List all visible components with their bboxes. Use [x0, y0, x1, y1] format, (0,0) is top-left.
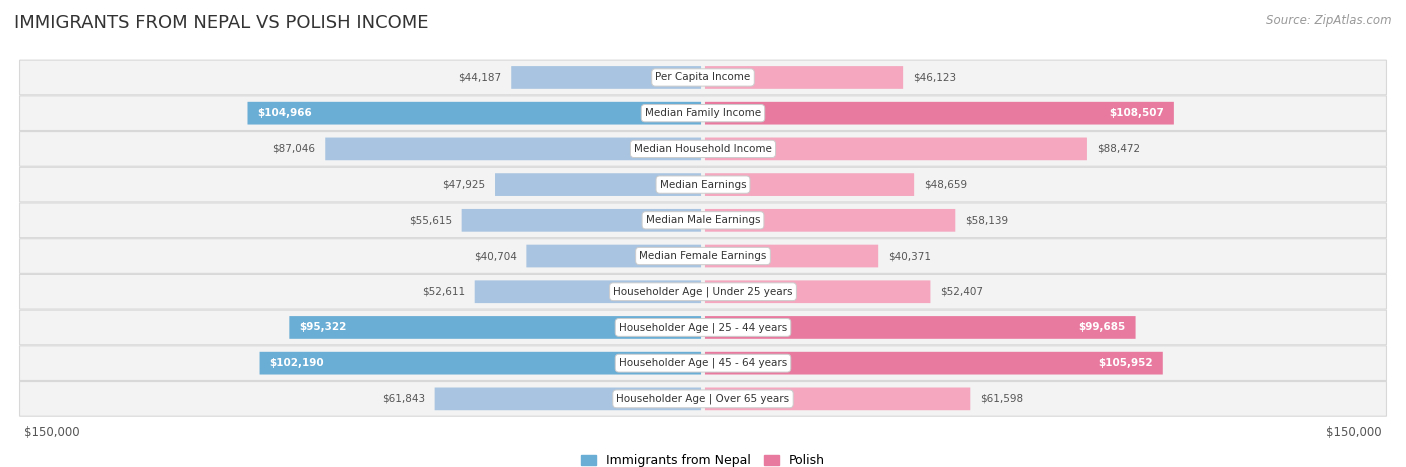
Text: $105,952: $105,952: [1098, 358, 1153, 368]
Text: Householder Age | 25 - 44 years: Householder Age | 25 - 44 years: [619, 322, 787, 333]
Legend: Immigrants from Nepal, Polish: Immigrants from Nepal, Polish: [576, 449, 830, 467]
Text: $102,190: $102,190: [270, 358, 323, 368]
Text: $52,407: $52,407: [941, 287, 983, 297]
FancyBboxPatch shape: [20, 310, 1386, 345]
FancyBboxPatch shape: [434, 388, 702, 410]
FancyBboxPatch shape: [704, 245, 879, 268]
FancyBboxPatch shape: [20, 275, 1386, 309]
Text: $108,507: $108,507: [1109, 108, 1164, 118]
Text: $47,925: $47,925: [441, 180, 485, 190]
Text: $61,598: $61,598: [980, 394, 1024, 404]
Text: $48,659: $48,659: [924, 180, 967, 190]
FancyBboxPatch shape: [704, 316, 1136, 339]
FancyBboxPatch shape: [704, 102, 1174, 125]
Text: $95,322: $95,322: [299, 322, 346, 333]
FancyBboxPatch shape: [247, 102, 702, 125]
FancyBboxPatch shape: [20, 167, 1386, 202]
Text: Per Capita Income: Per Capita Income: [655, 72, 751, 83]
FancyBboxPatch shape: [512, 66, 702, 89]
Text: $88,472: $88,472: [1097, 144, 1140, 154]
FancyBboxPatch shape: [526, 245, 702, 268]
Text: $58,139: $58,139: [965, 215, 1008, 225]
FancyBboxPatch shape: [20, 203, 1386, 238]
Text: $55,615: $55,615: [409, 215, 451, 225]
FancyBboxPatch shape: [704, 388, 970, 410]
Text: $104,966: $104,966: [257, 108, 312, 118]
FancyBboxPatch shape: [704, 138, 1087, 160]
FancyBboxPatch shape: [20, 346, 1386, 381]
FancyBboxPatch shape: [704, 173, 914, 196]
FancyBboxPatch shape: [495, 173, 702, 196]
FancyBboxPatch shape: [20, 239, 1386, 273]
FancyBboxPatch shape: [704, 209, 955, 232]
Text: Householder Age | 45 - 64 years: Householder Age | 45 - 64 years: [619, 358, 787, 368]
Text: $40,704: $40,704: [474, 251, 516, 261]
Text: Median Family Income: Median Family Income: [645, 108, 761, 118]
FancyBboxPatch shape: [325, 138, 702, 160]
Text: $40,371: $40,371: [889, 251, 931, 261]
Text: $52,611: $52,611: [422, 287, 465, 297]
FancyBboxPatch shape: [260, 352, 702, 375]
FancyBboxPatch shape: [475, 280, 702, 303]
FancyBboxPatch shape: [20, 132, 1386, 166]
Text: $46,123: $46,123: [912, 72, 956, 83]
FancyBboxPatch shape: [20, 60, 1386, 95]
FancyBboxPatch shape: [20, 96, 1386, 130]
Text: Householder Age | Over 65 years: Householder Age | Over 65 years: [616, 394, 790, 404]
Text: Median Male Earnings: Median Male Earnings: [645, 215, 761, 225]
Text: $87,046: $87,046: [273, 144, 315, 154]
Text: Householder Age | Under 25 years: Householder Age | Under 25 years: [613, 286, 793, 297]
FancyBboxPatch shape: [461, 209, 702, 232]
Text: IMMIGRANTS FROM NEPAL VS POLISH INCOME: IMMIGRANTS FROM NEPAL VS POLISH INCOME: [14, 14, 429, 32]
Text: Median Earnings: Median Earnings: [659, 180, 747, 190]
Text: Median Female Earnings: Median Female Earnings: [640, 251, 766, 261]
FancyBboxPatch shape: [704, 352, 1163, 375]
FancyBboxPatch shape: [704, 280, 931, 303]
Text: Median Household Income: Median Household Income: [634, 144, 772, 154]
Text: Source: ZipAtlas.com: Source: ZipAtlas.com: [1267, 14, 1392, 27]
FancyBboxPatch shape: [20, 382, 1386, 416]
FancyBboxPatch shape: [704, 66, 903, 89]
Text: $99,685: $99,685: [1078, 322, 1126, 333]
Text: $44,187: $44,187: [458, 72, 502, 83]
Text: $61,843: $61,843: [382, 394, 425, 404]
FancyBboxPatch shape: [290, 316, 702, 339]
